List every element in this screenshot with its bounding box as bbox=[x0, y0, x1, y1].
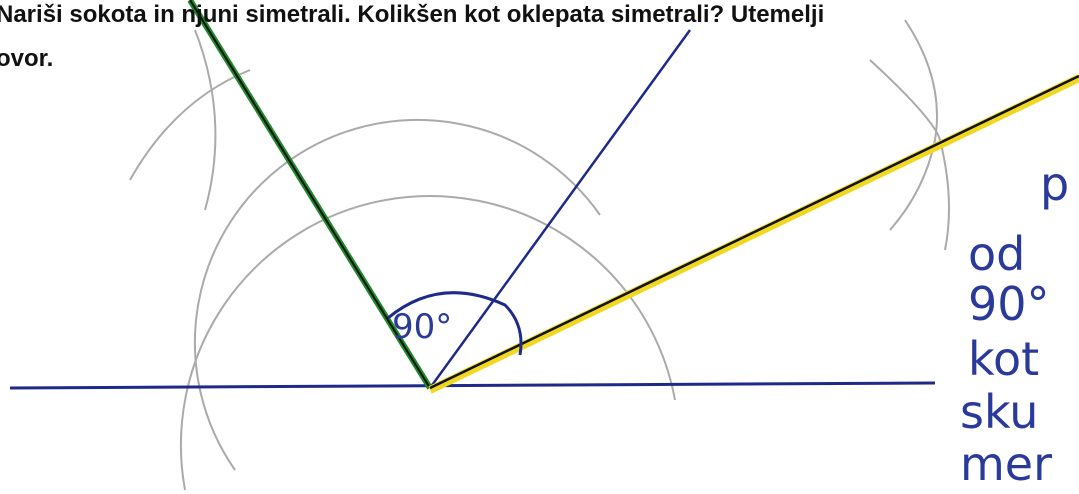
construction-arc bbox=[890, 20, 937, 230]
worksheet-scan: Nariši sokota in njuni simetrali. Kolikš… bbox=[0, 0, 1079, 494]
handwritten-note: mer bbox=[960, 437, 1052, 491]
handwritten-note: sku bbox=[960, 385, 1038, 439]
middle-ray bbox=[430, 30, 690, 388]
handwritten-note: od bbox=[968, 227, 1025, 281]
angle-label: 90° bbox=[392, 307, 452, 347]
construction-arc bbox=[130, 70, 250, 180]
construction-arcs bbox=[130, 20, 949, 490]
worksheet-page: Nariši sokota in njuni simetrali. Kolikš… bbox=[0, 0, 1079, 494]
base-line bbox=[10, 383, 935, 388]
handwritten-note: kot bbox=[968, 332, 1039, 386]
handwritten-note: p bbox=[1040, 157, 1069, 211]
handwritten-note: 90° bbox=[968, 277, 1050, 331]
construction-arc bbox=[195, 30, 215, 210]
question-line: ovor. bbox=[0, 45, 53, 72]
question-line: Nariši sokota in njuni simetrali. Kolikš… bbox=[0, 1, 824, 28]
compass-arc-inner bbox=[195, 120, 600, 470]
construction-arc bbox=[870, 60, 949, 250]
